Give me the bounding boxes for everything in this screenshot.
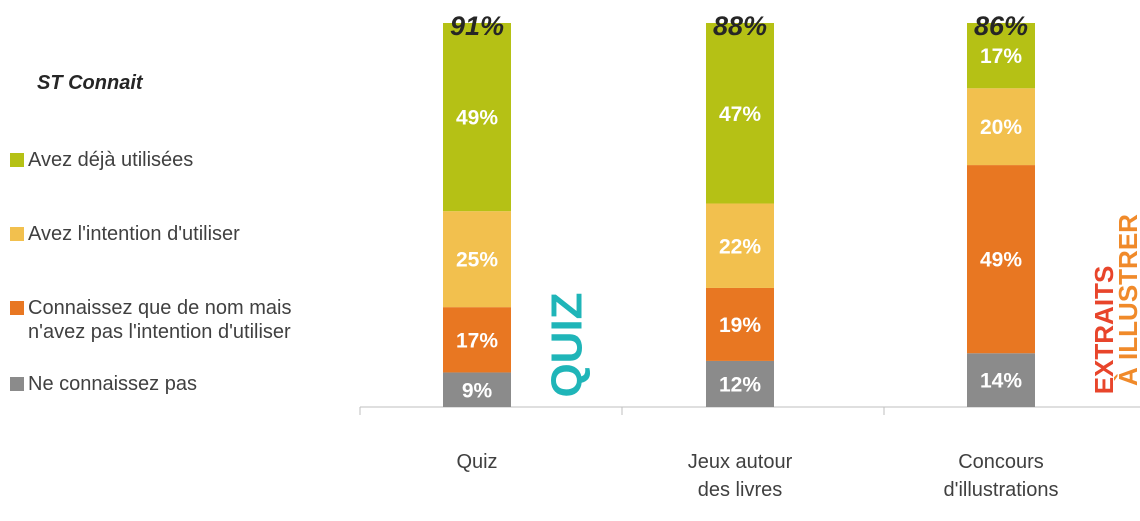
x-tick-label: Jeux autour des livres [687, 451, 793, 501]
value-label: 47% [719, 103, 761, 126]
bar-segment [706, 360, 774, 407]
legend-item: Ne connaissez pas [10, 372, 340, 396]
total-label: 88% [713, 11, 767, 41]
legend-swatch [10, 301, 24, 315]
legend-label: Avez déjà utilisées [28, 149, 194, 171]
legend-label: Connaissez que de nom mais n'avez pas l'… [28, 297, 292, 343]
total-label: 86% [974, 11, 1028, 41]
value-label: 20% [980, 116, 1022, 139]
total-label: 91% [450, 11, 504, 41]
bar-segment [967, 23, 1035, 89]
bar-segment [967, 353, 1035, 407]
value-label: 25% [456, 249, 498, 272]
x-tick-label: Quiz [456, 451, 498, 473]
value-label: 14% [980, 370, 1022, 393]
bar-segment [706, 203, 774, 288]
value-label: 12% [719, 374, 761, 397]
value-label: 17% [456, 329, 498, 352]
value-label: 9% [462, 379, 493, 402]
value-label: 49% [456, 107, 498, 130]
legend-label: Avez l'intention d'utiliser [28, 223, 240, 245]
legend-swatch [10, 377, 24, 391]
legend-swatch [10, 153, 24, 167]
legend-label: Ne connaissez pas [28, 373, 197, 395]
bar-segment [443, 23, 511, 212]
legend-item: Avez déjà utilisées [10, 148, 340, 172]
value-label: 19% [719, 314, 761, 337]
bar-segment [443, 307, 511, 373]
legend-title: ST Connait [37, 72, 143, 94]
bar-segment [967, 88, 1035, 166]
bar-segment [706, 23, 774, 204]
logo-text: À ILLUSTRER [1113, 214, 1140, 386]
legend-item: Avez l'intention d'utiliser [10, 222, 340, 246]
value-label: 17% [980, 45, 1022, 68]
legend-item: Connaissez que de nom mais n'avez pas l'… [10, 296, 340, 344]
bar-segment [443, 372, 511, 407]
logo-text: QUIZ [543, 292, 592, 397]
value-label: 22% [719, 235, 761, 258]
value-label: 49% [980, 249, 1022, 272]
legend-swatch [10, 227, 24, 241]
logo-text: EXTRAITS [1089, 266, 1119, 395]
x-tick-label: Concours d'illustrations [943, 451, 1059, 501]
bar-segment [443, 211, 511, 308]
bar-segment [967, 165, 1035, 354]
bar-segment [706, 287, 774, 361]
